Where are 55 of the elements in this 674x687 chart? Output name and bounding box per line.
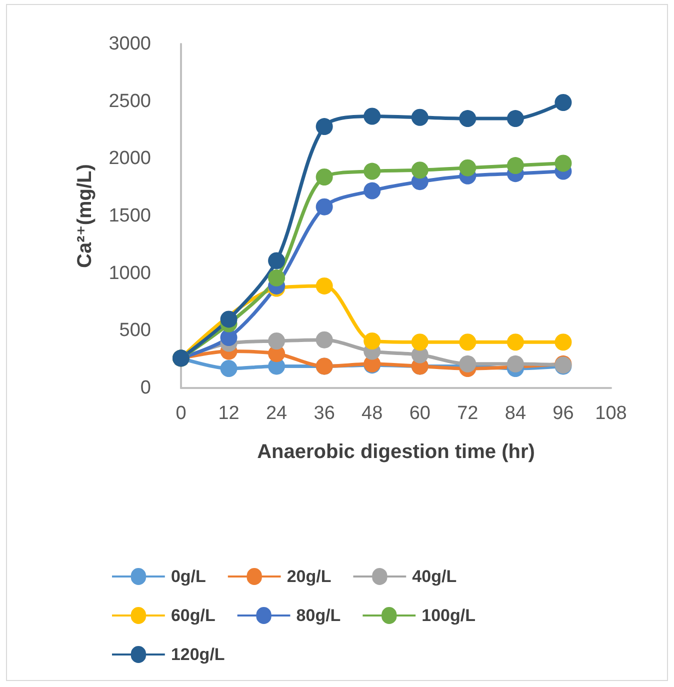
y-axis-title: Ca²⁺(mg/L)	[74, 164, 96, 268]
point	[268, 252, 286, 270]
y-tick-label: 3000	[108, 34, 151, 54]
x-tick-label: 84	[504, 403, 526, 424]
point	[554, 334, 572, 351]
point	[506, 110, 524, 128]
point	[411, 162, 428, 179]
legend-label: 100g/L	[422, 606, 476, 625]
x-axis-title: Anaerobic digestion time (hr)	[257, 441, 535, 463]
x-tick-label: 48	[362, 403, 383, 424]
point	[411, 334, 428, 351]
point	[316, 331, 333, 348]
point	[506, 334, 524, 351]
point	[364, 182, 381, 200]
legend-label: 40g/L	[412, 567, 457, 586]
legend-label: 20g/L	[286, 567, 332, 586]
point	[554, 154, 572, 172]
x-tick-label: 72	[457, 403, 478, 424]
point	[316, 168, 333, 186]
y-tick-label: 1000	[108, 262, 151, 284]
point	[411, 108, 428, 126]
point	[459, 355, 476, 372]
y-tick-label: 1500	[108, 206, 151, 226]
point	[459, 159, 476, 176]
legend-label: 0g/L	[170, 567, 206, 586]
x-tick-label: 24	[266, 403, 288, 424]
point	[554, 94, 572, 111]
point	[220, 310, 238, 328]
point	[268, 269, 286, 286]
point	[459, 334, 476, 351]
point	[364, 108, 381, 125]
point	[268, 332, 286, 350]
x-tick-label: 96	[552, 403, 574, 424]
x-tick-label: 60	[409, 403, 430, 424]
legend-label: 60g/L	[170, 606, 216, 625]
x-tick-label: 36	[314, 403, 335, 424]
y-tick-label: 2000	[108, 148, 151, 170]
point	[506, 355, 524, 372]
point	[364, 332, 381, 350]
x-tick-label: 108	[595, 403, 627, 424]
point	[364, 162, 381, 180]
y-tick-label: 2500	[108, 90, 151, 112]
legend-label: 120g/L	[170, 645, 225, 664]
point	[220, 329, 238, 346]
point	[316, 118, 333, 136]
point	[506, 157, 524, 174]
y-tick-label: 0	[140, 378, 151, 398]
legend-label: 80g/L	[296, 606, 341, 625]
point	[220, 360, 238, 377]
x-tick-label: 12	[218, 403, 240, 424]
point	[459, 110, 476, 128]
point	[316, 198, 333, 216]
point	[316, 277, 333, 294]
y-tick-label: 500	[119, 320, 151, 342]
x-tick-label: 0	[176, 403, 186, 424]
